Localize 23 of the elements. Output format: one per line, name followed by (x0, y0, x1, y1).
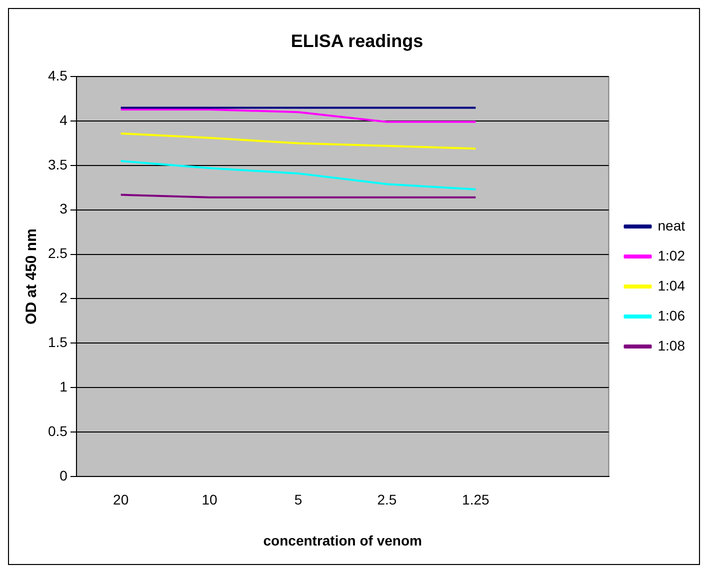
y-tick-label: 0.5 (48, 422, 68, 439)
y-tick-label: 4.5 (48, 67, 68, 84)
y-axis-title: OD at 450 nm (23, 228, 40, 324)
legend-label: neat (658, 217, 686, 234)
chart-title: ELISA readings (290, 30, 424, 51)
y-tick-label: 3.5 (48, 156, 68, 172)
y-tick-label: 2.5 (48, 245, 68, 262)
y-tick-label: 1.5 (48, 334, 68, 350)
x-tick-label: 2.5 (377, 492, 397, 508)
y-tick-label: 0 (60, 467, 68, 484)
x-tick-label: 20 (113, 492, 129, 508)
x-tick-label: 1.25 (462, 492, 490, 508)
y-tick-label: 1 (60, 378, 68, 394)
legend-label: 1:02 (658, 247, 686, 264)
y-tick-label: 4 (60, 112, 68, 128)
legend-label: 1:04 (658, 277, 686, 294)
legend-label: 1:08 (658, 337, 686, 354)
legend-label: 1:06 (658, 307, 686, 324)
x-tick-label: 5 (294, 492, 302, 508)
x-axis-title: concentration of venom (263, 532, 422, 548)
y-tick-label: 3 (60, 200, 68, 217)
y-tick-label: 2 (60, 290, 68, 306)
x-tick-label: 10 (202, 492, 218, 508)
